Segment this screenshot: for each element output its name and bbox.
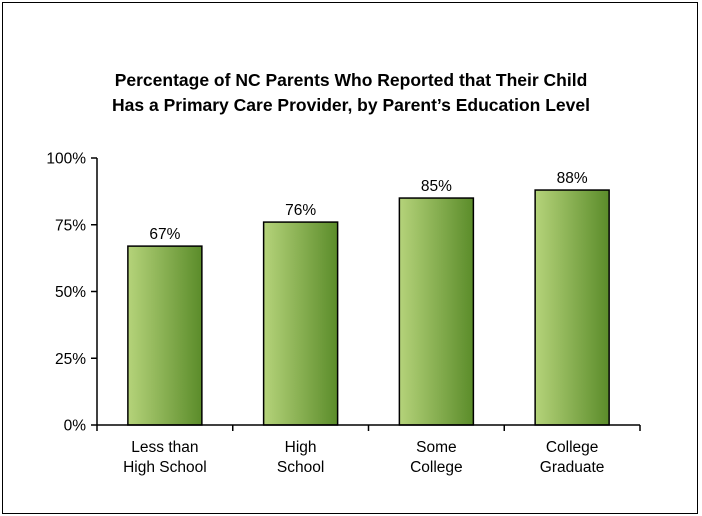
x-tick-label-line: High (285, 439, 317, 456)
x-tick-label-line: High School (123, 459, 207, 476)
y-tick-label: 75% (55, 217, 86, 234)
x-tick-label: Less than High School (123, 439, 207, 476)
chart-title-line-1: Percentage of NC Parents Who Reported th… (114, 70, 588, 90)
y-tick-label: 25% (55, 351, 86, 368)
x-tick-label-line: College (410, 459, 463, 476)
bar (262, 221, 339, 426)
bar (398, 197, 475, 426)
bars-layer (127, 189, 610, 426)
x-tick-label-line: College (546, 439, 599, 456)
y-tick-label: 0% (64, 418, 87, 435)
chart-title: Percentage of NC Parents Who Reported th… (0, 68, 702, 118)
data-label: 67% (149, 226, 180, 243)
bar (534, 189, 610, 426)
chart-title-line-2: Has a Primary Care Provider, by Parent’s… (112, 95, 590, 115)
x-tick-label-line: School (277, 459, 324, 476)
x-tick-label-line: Less than (131, 439, 198, 456)
data-label: 76% (285, 202, 316, 219)
x-tick-label: Some College (410, 439, 463, 476)
data-label: 85% (421, 178, 452, 195)
axes-layer (91, 157, 641, 431)
data-label: 88% (557, 170, 588, 187)
y-tick-label: 50% (55, 284, 86, 301)
x-tick-label: High School (277, 439, 324, 476)
bar (127, 245, 203, 426)
x-tick-label-line: Some (416, 439, 457, 456)
x-tick-label: College Graduate (540, 439, 605, 476)
y-tick-label: 100% (46, 151, 86, 168)
labels-layer: 67% 76% 85% 88% 0% 25% 50% 75% 100% Less than High… (46, 151, 604, 477)
x-tick-label-line: Graduate (540, 459, 605, 476)
